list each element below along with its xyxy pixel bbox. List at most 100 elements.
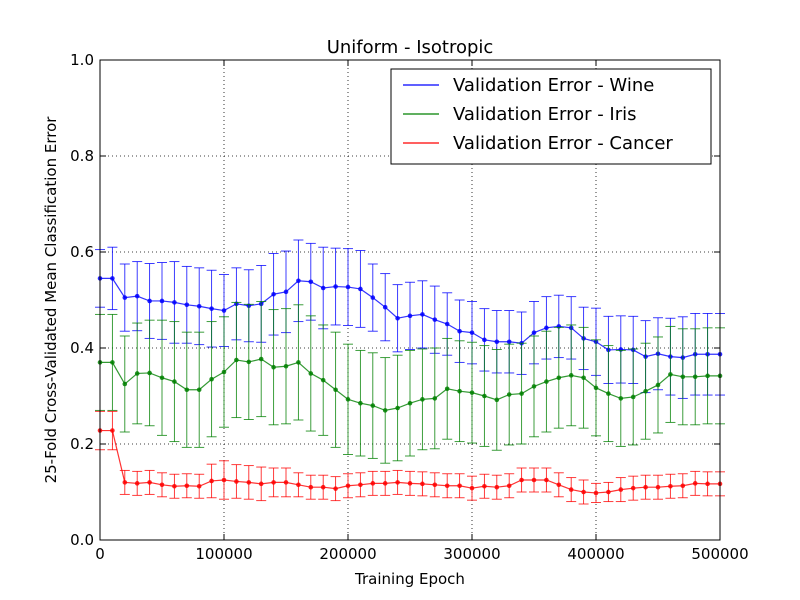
data-point: [506, 483, 512, 489]
data-point: [358, 482, 363, 488]
data-point: [482, 393, 487, 399]
data-point: [544, 477, 549, 483]
y-axis-label: 25-Fold Cross-Validated Mean Classificat…: [42, 116, 60, 484]
data-point: [172, 483, 177, 489]
data-point: [705, 481, 710, 487]
data-point: [147, 480, 152, 485]
x-tick-label: 100000: [195, 545, 252, 563]
data-point: [283, 363, 289, 369]
data-point: [134, 293, 140, 299]
data-point: [618, 487, 624, 492]
data-point: [395, 405, 400, 411]
data-point: [618, 396, 624, 401]
data-point: [296, 278, 301, 284]
data-point: [668, 372, 673, 377]
data-point: [407, 481, 413, 486]
data-point: [358, 286, 363, 292]
data-point: [482, 483, 487, 489]
data-point: [593, 490, 599, 496]
data-point: [110, 360, 115, 365]
data-point: [680, 374, 686, 380]
data-point: [643, 484, 648, 490]
data-point: [630, 485, 636, 491]
data-point: [395, 315, 400, 321]
data-point: [134, 481, 140, 486]
data-point: [221, 308, 227, 313]
y-tick-label: 0.8: [70, 147, 94, 165]
x-tick-label: 200000: [319, 545, 376, 563]
data-point: [246, 480, 252, 485]
data-point: [544, 325, 549, 331]
data-point: [221, 477, 227, 483]
data-point: [420, 481, 425, 487]
data-point: [196, 387, 202, 393]
data-point: [482, 337, 487, 343]
legend-box: [390, 68, 712, 165]
axes: 0 100000 200000 300000 400000 500000 0.0 0.2 0.4…: [70, 51, 748, 563]
data-point: [643, 388, 648, 394]
data-point: [370, 481, 376, 486]
data-point: [172, 379, 177, 384]
chart-title: Uniform - Isotropic: [327, 37, 494, 58]
legend: Validation Error - Wine Validation Error …: [390, 68, 712, 165]
data-point: [283, 289, 289, 295]
data-point: [630, 394, 636, 400]
y-tick-label: 1.0: [70, 51, 94, 69]
data-point: [296, 360, 301, 365]
plot-frame: [99, 59, 721, 541]
data-point: [444, 321, 450, 327]
data-point: [556, 375, 562, 381]
data-point: [358, 400, 363, 406]
data-point: [680, 483, 686, 489]
x-tick-label: 300000: [443, 545, 500, 563]
data-point: [271, 364, 276, 370]
data-point: [258, 481, 264, 487]
data-point: [333, 387, 338, 393]
data-point: [519, 391, 524, 396]
data-point: [519, 477, 524, 483]
x-tick-label: 400000: [567, 545, 624, 563]
data-point: [531, 330, 537, 335]
data-point: [283, 480, 289, 485]
data-point: [184, 483, 190, 489]
data-point: [159, 375, 165, 381]
data-point: [382, 481, 388, 486]
data-point: [692, 481, 698, 486]
data-point: [110, 276, 115, 281]
data-point: [469, 390, 475, 395]
data-point: [122, 295, 128, 300]
data-point: [196, 303, 202, 309]
data-point: [606, 391, 611, 396]
data-point: [271, 480, 276, 485]
data-point: [593, 385, 599, 391]
data-point: [234, 479, 239, 484]
data-point: [432, 317, 438, 322]
data-point: [296, 482, 301, 488]
data-point: [345, 397, 351, 402]
y-tick-label: 0.6: [70, 243, 94, 261]
data-point: [333, 486, 338, 491]
data-point: [457, 328, 462, 334]
legend-label: Validation Error - Iris: [453, 104, 637, 125]
data-point: [320, 484, 326, 490]
data-point: [506, 392, 512, 397]
data-point: [333, 284, 338, 289]
data-point: [271, 291, 276, 297]
data-point: [320, 285, 326, 291]
y-tick-label: 0.4: [70, 339, 94, 357]
data-point: [308, 279, 314, 285]
data-point: [258, 356, 264, 362]
data-point: [568, 373, 574, 378]
data-point: [382, 408, 388, 413]
series-2: [95, 300, 725, 464]
x-tick-label: 0: [95, 545, 105, 563]
y-tick-label: 0.2: [70, 435, 94, 453]
data-point: [531, 384, 537, 389]
data-point: [494, 397, 500, 403]
data-point: [110, 428, 115, 433]
data-point: [544, 379, 549, 384]
data-point: [407, 313, 413, 319]
data-point: [209, 306, 214, 311]
data-point: [494, 484, 500, 490]
